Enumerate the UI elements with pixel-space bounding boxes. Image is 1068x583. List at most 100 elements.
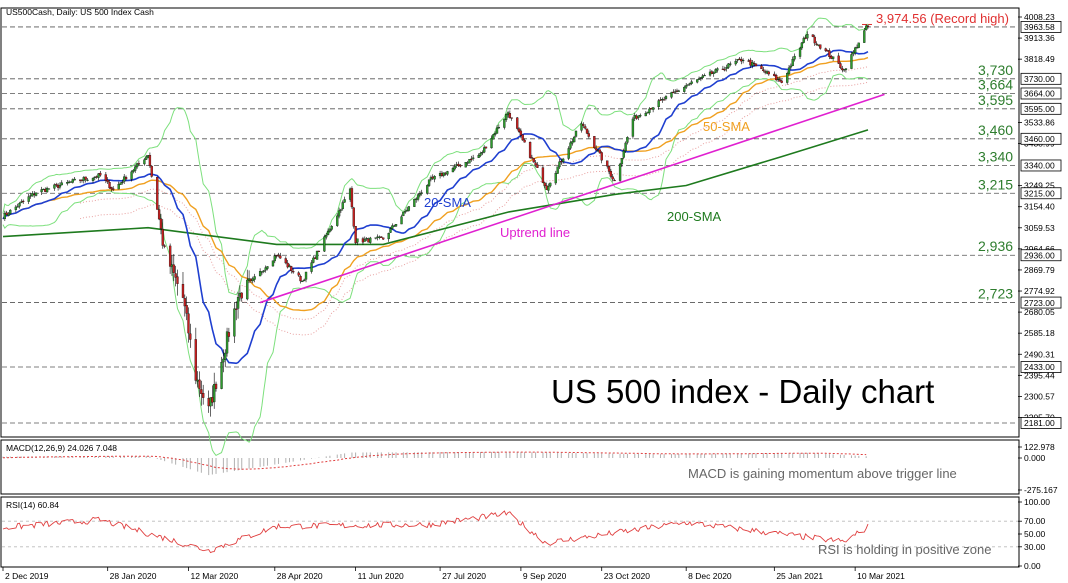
candle-body: [330, 226, 333, 230]
price-box-label: 2433.00: [1024, 362, 1055, 372]
candle-body: [227, 332, 231, 337]
y-tick-label: 2680.05: [1024, 307, 1055, 317]
candle-body: [495, 127, 499, 134]
candle-body: [266, 266, 269, 269]
candle-body: [451, 168, 455, 173]
candle-body: [648, 108, 651, 113]
candle-body: [224, 352, 227, 360]
uptrend-label: Uptrend line: [500, 225, 570, 240]
candle-body: [651, 107, 655, 110]
candle-body: [53, 184, 56, 189]
candle-body: [235, 308, 238, 310]
candle-body: [778, 79, 781, 82]
candle-body: [523, 139, 526, 143]
candle-body: [727, 63, 730, 68]
candle-body: [620, 158, 624, 165]
candle-body: [286, 262, 289, 268]
macd-y-tick-label: 0.000: [1024, 453, 1046, 463]
y-tick-label: 3913.36: [1024, 33, 1055, 43]
candle-body: [464, 162, 467, 168]
candle-body: [607, 166, 611, 172]
candle-body: [181, 283, 185, 298]
candle-body: [55, 184, 58, 186]
sma200-label: 200-SMA: [667, 209, 722, 224]
candle-body: [561, 158, 565, 162]
candle-body: [754, 63, 758, 67]
candle-body: [484, 146, 488, 149]
candle-body: [631, 118, 635, 137]
candle-body: [793, 55, 796, 60]
uptrend-line-segment: [259, 93, 885, 304]
candle-body: [457, 163, 460, 166]
candle-body: [354, 226, 357, 244]
candle-body: [741, 59, 745, 62]
sma200-line: [2, 129, 869, 246]
candle-body: [800, 42, 804, 49]
x-tick-label: 8 Dec 2020: [688, 571, 732, 581]
candle-body: [73, 178, 76, 181]
bollinger-lower: [2, 73, 869, 457]
candle-body: [813, 36, 816, 44]
price-box: [1020, 361, 1062, 373]
price-box: [1020, 417, 1062, 429]
candle-body: [145, 156, 148, 160]
price-box-label: 3963.58: [1024, 22, 1055, 32]
candle-body: [45, 187, 49, 193]
candle-body: [214, 383, 218, 389]
candle-body: [157, 209, 161, 220]
candle-body: [609, 170, 613, 177]
candle-body: [510, 117, 513, 119]
candle-body: [119, 182, 122, 185]
candle-body: [194, 339, 197, 381]
price-box: [1020, 87, 1062, 100]
candle-body: [773, 73, 776, 77]
candle-body: [483, 147, 486, 153]
time-axis: 2 Dec 2019 28 Jan 2020 12 Mar 2020 28 Apr 2…: [2, 567, 905, 581]
candle-body: [400, 216, 403, 225]
candle-body: [380, 236, 383, 238]
candle-body: [811, 34, 815, 37]
candle-body: [857, 42, 860, 48]
candle-body: [703, 75, 706, 77]
candle-body: [117, 184, 120, 190]
macd-y-tick-label: -275.167: [1024, 485, 1058, 495]
candle-body: [670, 92, 673, 98]
price-box-label: 3595.00: [1024, 104, 1055, 114]
price-boxes: 3963.58 3730.00 3664.00 3595.00 3460.00 3340.…: [1020, 21, 1062, 429]
candle-body: [363, 239, 366, 242]
candle-body: [580, 123, 583, 131]
candle-body: [14, 206, 18, 210]
candle-body: [356, 238, 359, 243]
candle-body: [91, 177, 95, 181]
candle-body: [168, 245, 172, 267]
candle-body: [567, 148, 570, 159]
candle-body: [202, 393, 205, 398]
level-label: 3,730: [978, 62, 1013, 78]
macd-panel: [0, 439, 1020, 495]
candle-body: [134, 166, 137, 171]
candle-body: [521, 134, 524, 141]
candle-body: [587, 133, 590, 137]
candle-body: [776, 78, 780, 80]
candle-body: [468, 159, 471, 164]
candle-body: [683, 86, 686, 92]
candle-body: [416, 194, 420, 200]
price-box-label: 3664.00: [1024, 89, 1055, 99]
candle-body: [688, 83, 692, 85]
candle-body: [494, 133, 497, 135]
macd-note: MACD is gaining momentum above trigger l…: [688, 466, 957, 481]
candle-body: [492, 134, 495, 140]
candle-body: [198, 379, 201, 389]
candle-body: [387, 233, 390, 240]
candle-body: [839, 63, 842, 69]
candle-body: [187, 313, 190, 334]
candle-body: [734, 60, 737, 65]
candle-body: [27, 196, 30, 202]
level-label: 3,460: [978, 122, 1013, 138]
candle-body: [426, 185, 429, 194]
candle-body: [391, 225, 394, 229]
candle-body: [866, 25, 870, 27]
price-box: [1020, 132, 1062, 145]
candle-body: [644, 113, 647, 117]
